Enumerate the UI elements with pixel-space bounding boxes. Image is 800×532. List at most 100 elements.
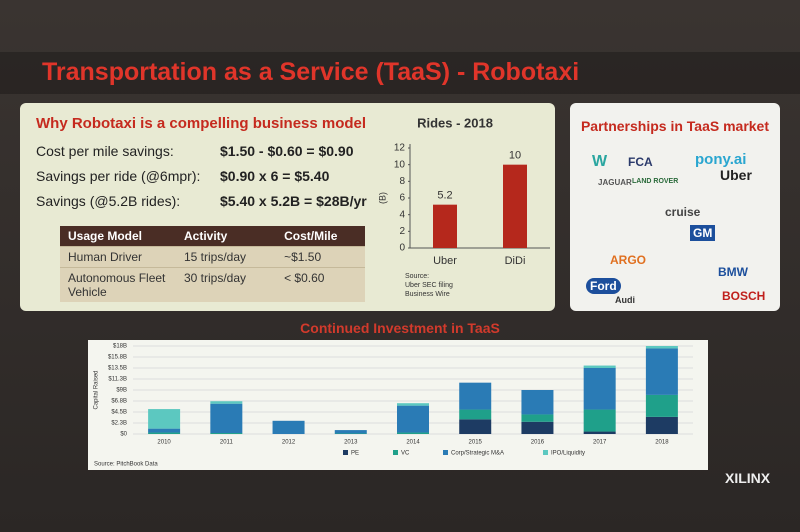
source-note: Source: PitchBook Data: [94, 462, 158, 468]
row-label: Savings per ride (@6mpr):: [36, 168, 201, 184]
bar-segment: [148, 409, 181, 429]
table-cell: 15 trips/day: [176, 246, 277, 268]
value-label: 5.2: [437, 190, 452, 202]
bar-segment: [645, 346, 678, 349]
logo: JAGUAR: [598, 178, 632, 187]
y-tick-label: 10: [394, 159, 406, 170]
x-tick-label: 2011: [220, 440, 234, 446]
row-value: $1.50 - $0.60 = $0.90: [220, 143, 354, 159]
chart-title: Continued Investment in TaaS: [300, 320, 500, 336]
bar-segment: [583, 368, 616, 410]
bar-segment: [645, 348, 678, 395]
y-tick-label: $9B: [116, 388, 127, 394]
title-band: [0, 52, 800, 94]
logo: ARGO: [610, 253, 646, 267]
bar: [433, 204, 457, 248]
logo: cruise: [665, 205, 701, 219]
y-tick-label: $0: [120, 432, 127, 438]
bar-segment: [272, 420, 305, 434]
logo: Audi: [615, 295, 635, 305]
row-label: Savings (@5.2B rides):: [36, 193, 181, 209]
x-tick-label: 2016: [531, 440, 545, 446]
bar-segment: [521, 414, 554, 422]
table-header: Cost/Mile: [276, 226, 365, 247]
y-tick-label: $15.8B: [108, 355, 127, 361]
y-tick-label: $18B: [113, 344, 127, 350]
y-axis-label: (B): [377, 192, 387, 204]
source-note: Business Wire: [405, 291, 450, 298]
logo: Ford: [586, 278, 621, 294]
value-label: 10: [509, 150, 521, 162]
bar-segment: [583, 431, 616, 434]
y-tick-label: $4.5B: [111, 410, 127, 416]
x-tick-label: 2017: [593, 440, 607, 446]
table-header: Activity: [176, 226, 277, 247]
table-header: Usage Model: [60, 226, 176, 247]
y-tick-label: $11.3B: [108, 377, 127, 383]
y-tick-label: 6: [399, 193, 405, 204]
logo: W: [592, 153, 608, 170]
y-tick-label: 8: [399, 176, 405, 187]
bar-segment: [645, 416, 678, 434]
legend-label: PE: [351, 451, 359, 457]
x-tick-label: DiDi: [505, 255, 526, 267]
bar-segment: [521, 421, 554, 434]
bar-segment: [210, 403, 243, 434]
investment-chart: Capital Raised $0 $2.3B $4.5B $6.8B $9B $11.3B…: [88, 340, 708, 470]
y-tick-label: $13.5B: [108, 366, 127, 372]
table-cell: Autonomous Fleet Vehicle: [60, 267, 176, 302]
table-cell: 30 trips/day: [176, 267, 277, 302]
logo: pony.ai: [695, 151, 747, 168]
logo: BOSCH: [722, 289, 766, 303]
bar: [503, 164, 527, 248]
y-tick-label: 0: [399, 243, 405, 254]
y-tick-label: $2.3B: [111, 421, 127, 427]
x-tick-label: 2013: [344, 440, 358, 446]
y-axis-label: Capital Raised: [94, 370, 100, 409]
bar-segment: [459, 419, 492, 434]
bar-segment: [148, 428, 181, 433]
bar-segment: [645, 394, 678, 417]
bar-segment: [583, 365, 616, 368]
bar-segment: [521, 390, 554, 415]
x-tick-label: Uber: [433, 255, 457, 267]
legend-swatch: [393, 450, 398, 455]
source-note: Source:: [405, 273, 429, 280]
rides-chart: Rides - 2018 (B) 0 2 4 6 8 10 12 5.2 Uber 10 DiDi Sou…: [377, 115, 550, 298]
row-value: $5.40 x 5.2B = $28B/yr: [220, 193, 367, 209]
panel-heading: Why Robotaxi is a compelling business mo…: [36, 115, 367, 132]
usage-table: Usage Model Activity Cost/Mile Human Drive…: [60, 226, 365, 302]
legend-swatch: [443, 450, 448, 455]
y-tick-label: 2: [399, 226, 405, 237]
logo: BMW: [718, 265, 748, 279]
bar-segment: [459, 382, 492, 410]
logo: GM: [690, 225, 716, 241]
panel-heading: Partnerships in TaaS market: [580, 118, 770, 134]
legend-label: IPO/Liquidity: [551, 451, 585, 457]
bar-segment: [210, 433, 243, 434]
x-tick-label: 2018: [655, 440, 669, 446]
bar-segment: [397, 405, 429, 433]
bar-segment: [459, 409, 492, 420]
legend-label: VC: [401, 451, 410, 457]
bar-segment: [397, 403, 429, 406]
bar-segment: [210, 401, 243, 404]
logo: LAND ROVER: [632, 178, 679, 185]
partners-panel: Partnerships in TaaS market W FCA pony.a…: [570, 103, 780, 311]
bar-segment: [148, 432, 181, 434]
legend-swatch: [343, 450, 348, 455]
logo: FCA: [628, 155, 653, 169]
y-tick-label: 12: [394, 143, 406, 154]
bar-segment: [583, 409, 616, 432]
table-cell: < $0.60: [276, 267, 365, 302]
x-tick-label: 2015: [469, 440, 483, 446]
y-tick-label: 4: [399, 209, 405, 220]
row-label: Cost per mile savings:: [36, 143, 174, 159]
logo: Uber: [720, 167, 752, 183]
slide-title: Transportation as a Service (TaaS) - Rob…: [42, 58, 580, 86]
row-value: $0.90 x 6 = $5.40: [220, 168, 330, 184]
chart-title: Rides - 2018: [417, 115, 493, 130]
bar-segment: [397, 432, 429, 434]
business-panel: Why Robotaxi is a compelling business mo…: [20, 103, 555, 311]
x-tick-label: 2014: [406, 440, 420, 446]
